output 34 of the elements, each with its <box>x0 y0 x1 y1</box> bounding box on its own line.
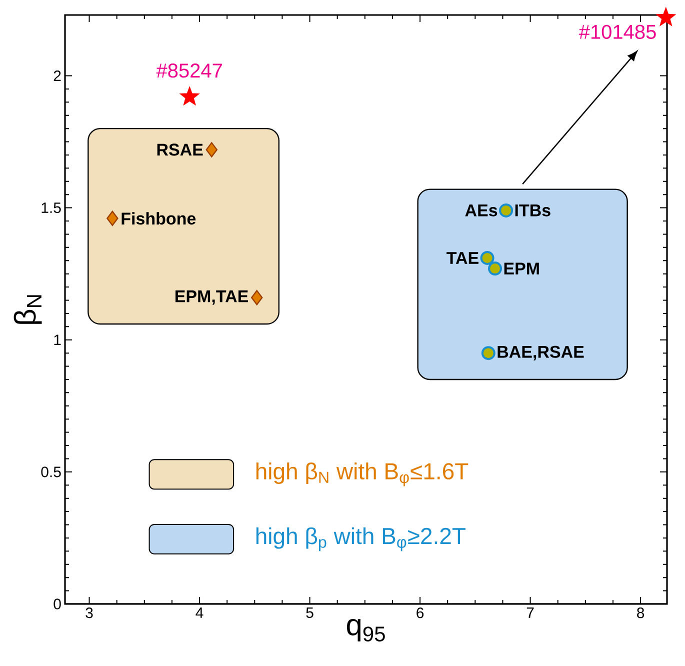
y-tick-label: 0.5 <box>41 466 61 478</box>
point <box>480 250 494 265</box>
annotation: Fishbone <box>122 212 196 225</box>
y-tick-label: 2 <box>54 70 61 81</box>
x-axis-title: q$_{95}$ <box>346 619 385 642</box>
annotation: TAE <box>446 252 478 264</box>
x-tick-label: 8 <box>637 608 644 618</box>
x-tick-label: 5 <box>306 608 314 618</box>
annotation: EPM,TAE <box>175 290 248 305</box>
x-tick-label: 3 <box>86 608 93 618</box>
annotation: #85247 <box>156 64 222 78</box>
y-tick-label: 1.5 <box>42 202 61 214</box>
annotation: EPM <box>504 262 539 274</box>
y-axis-title: β$_{N}$ <box>14 295 42 324</box>
point <box>481 346 496 360</box>
point <box>206 142 218 158</box>
x-tick-label: 6 <box>416 608 424 618</box>
annotation: ITBs <box>515 204 550 216</box>
y-tick-label: 0 <box>54 598 61 610</box>
point <box>180 86 200 106</box>
point <box>251 290 263 306</box>
point <box>488 262 502 276</box>
y-tick-label: 1 <box>54 334 61 346</box>
annotation: AEs <box>465 204 498 216</box>
x-tick-label: 7 <box>526 608 534 618</box>
text: high β$_{p}$ with B$_{φ}$≥2.2T <box>256 527 466 552</box>
text: high β$_{N}$ with B$_{φ}$≤1.6T <box>256 462 468 486</box>
point <box>106 210 118 226</box>
annotation: BAE,RSAE <box>498 346 584 360</box>
annotation: RSAE <box>157 144 203 156</box>
x-tick-label: 4 <box>196 608 204 618</box>
point <box>656 7 676 26</box>
annotation: #101485 <box>578 24 656 39</box>
point <box>499 203 514 218</box>
